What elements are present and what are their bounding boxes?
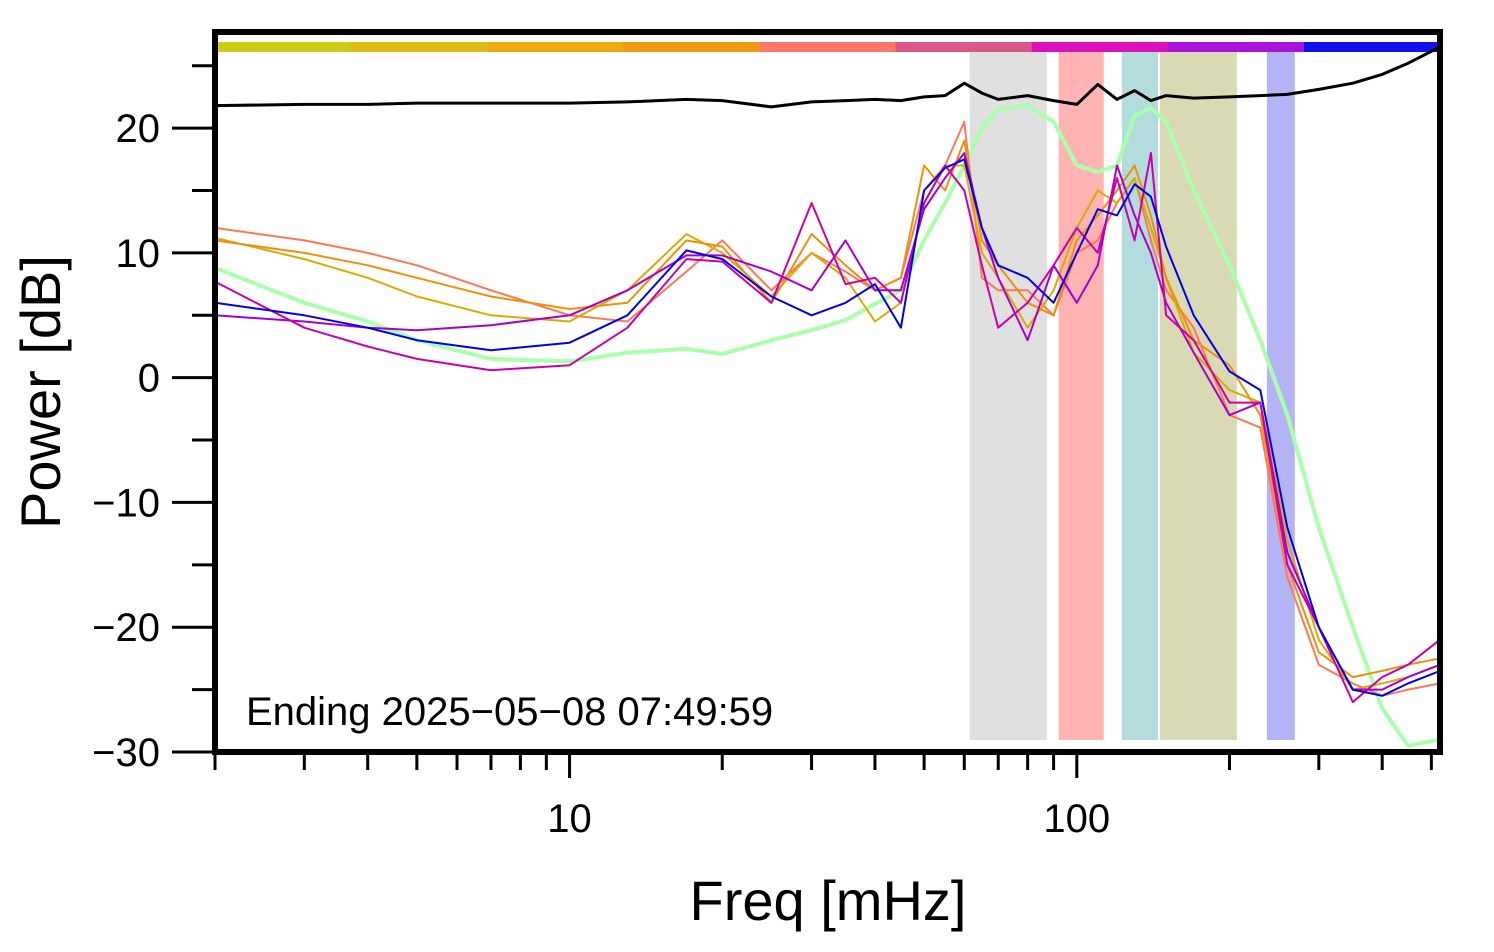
y-tick-label: −30: [92, 731, 160, 775]
time-bar-segment: [1031, 42, 1169, 52]
x-axis-label: Freq [mHz]: [690, 869, 967, 932]
time-bar-segment: [1303, 42, 1441, 52]
series-line: [215, 152, 1440, 691]
band: [969, 52, 1047, 740]
time-bar-segment: [759, 42, 897, 52]
time-bar-segment: [351, 42, 488, 52]
time-bar-segment: [623, 42, 760, 52]
series-line: [215, 139, 1440, 679]
series-line: [215, 45, 1440, 109]
y-axis-label: Power [dB]: [9, 255, 72, 529]
x-tick-label: 10: [547, 797, 592, 841]
annotation: Ending 2025−05−08 07:49:59: [246, 690, 773, 734]
time-bar-segment: [487, 42, 624, 52]
y-tick-label: 10: [116, 232, 161, 276]
y-tick-label: −20: [92, 606, 160, 650]
y-tick-label: −10: [92, 481, 160, 525]
x-tick-label: 100: [1043, 797, 1110, 841]
y-tick-label: 0: [138, 357, 160, 401]
series-line: [215, 158, 1440, 697]
series-line: [215, 164, 1440, 691]
time-bar-segment: [895, 42, 1033, 52]
time-bar-segment: [1167, 42, 1305, 52]
band: [1121, 52, 1158, 740]
band: [1058, 52, 1104, 740]
band: [1159, 52, 1237, 740]
plot-frame: [212, 29, 1443, 755]
series-line: [215, 152, 1440, 704]
y-tick-label: 20: [116, 107, 161, 151]
time-bar-segment: [215, 42, 352, 52]
series-line: [215, 103, 1440, 748]
